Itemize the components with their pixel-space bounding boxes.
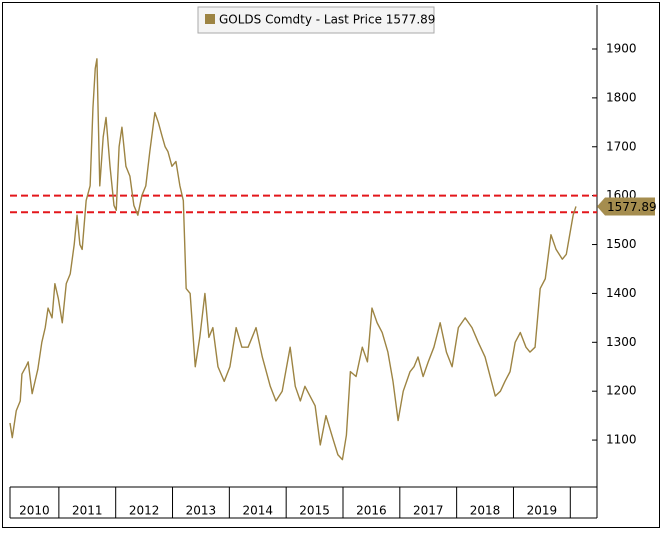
x-tick-label: 2010 — [19, 504, 50, 518]
x-tick-label: 2015 — [299, 504, 330, 518]
price-line — [9, 58, 577, 461]
y-tick-label: 1900 — [606, 41, 637, 55]
y-tick-label: 1200 — [606, 384, 637, 398]
plot-area: 1100120013001400150016001700180019002010… — [9, 5, 637, 519]
frame — [2, 2, 660, 528]
x-tick-label: 2016 — [356, 504, 387, 518]
y-tick-label: 1100 — [606, 433, 637, 447]
legend-swatch — [205, 14, 215, 24]
x-tick-label: 2011 — [72, 504, 103, 518]
legend-label: GOLDS Comdty - Last Price 1577.89 — [219, 13, 435, 27]
x-tick-label: 2017 — [413, 504, 444, 518]
x-tick-label: 2019 — [527, 504, 558, 518]
y-tick-label: 1500 — [606, 237, 637, 251]
x-tick-label: 2014 — [242, 504, 273, 518]
y-tick-label: 1400 — [606, 286, 637, 300]
x-tick-label: 2013 — [186, 504, 217, 518]
x-tick-label: 2018 — [470, 504, 501, 518]
y-tick-label: 1800 — [606, 90, 637, 104]
y-tick-label: 1300 — [606, 335, 637, 349]
y-tick-label: 1700 — [606, 139, 637, 153]
last-price-tag — [597, 197, 655, 216]
x-tick-label: 2012 — [129, 504, 160, 518]
legend-box — [197, 6, 435, 34]
last-price-label: 1577.89 — [607, 200, 657, 214]
